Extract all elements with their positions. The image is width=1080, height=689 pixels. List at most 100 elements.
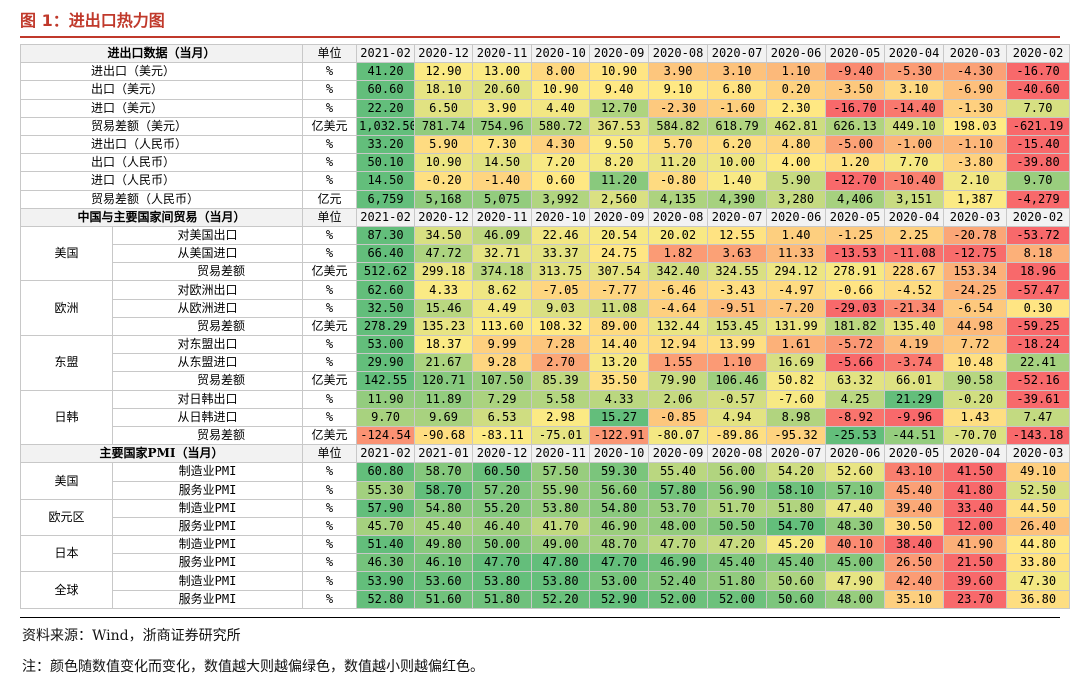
value-cell: 10.00 bbox=[707, 153, 768, 173]
row-label: 服务业PMI bbox=[111, 480, 304, 500]
value-cell: 52.50 bbox=[1006, 480, 1071, 500]
date-header: 2020-02 bbox=[1006, 207, 1071, 227]
value-cell: 7.30 bbox=[472, 134, 533, 155]
table-row: 欧元区 制造业PMI% 57.90 54.80 55.20 53.80 54.80 53.70… bbox=[20, 498, 1071, 537]
value-cell: 47.20 bbox=[707, 535, 768, 555]
value-cell: 132.44 bbox=[648, 316, 709, 337]
value-cell: 5.70 bbox=[648, 134, 709, 155]
value-cell: -1.25 bbox=[825, 225, 886, 246]
value-cell: 60.80 bbox=[356, 462, 416, 482]
value-cell: 1,032.50 bbox=[356, 116, 416, 136]
value-cell: 45.20 bbox=[766, 535, 827, 555]
value-cell: 135.40 bbox=[884, 316, 945, 337]
date-header: 2020-03 bbox=[1006, 444, 1071, 464]
value-cell: 7.29 bbox=[472, 389, 533, 409]
row-unit: % bbox=[302, 171, 358, 191]
value-cell: -11.08 bbox=[884, 244, 945, 264]
value-cell: 5.90 bbox=[766, 171, 827, 191]
value-cell: 60.60 bbox=[356, 80, 416, 100]
value-cell: 10.90 bbox=[589, 62, 650, 82]
date-header: 2020-04 bbox=[943, 444, 1008, 464]
value-cell: 7.70 bbox=[884, 153, 945, 173]
date-header: 2020-09 bbox=[589, 43, 650, 64]
value-cell: -24.25 bbox=[943, 280, 1008, 300]
value-cell: 56.00 bbox=[707, 462, 768, 482]
table-row: 服务业PMI% 52.80 51.60 51.80 52.20 52.90 52.00 52.… bbox=[21, 589, 1071, 609]
section-header-row: 主要国家PMI（当月） 单位 2021-02 2021-01 2020-12 2020-1… bbox=[19, 444, 1071, 464]
value-cell: 66.40 bbox=[356, 244, 416, 264]
value-cell: 48.30 bbox=[825, 516, 886, 537]
value-cell: 113.60 bbox=[472, 316, 533, 337]
value-cell: 33.20 bbox=[356, 134, 416, 155]
value-cell: 2,560 bbox=[589, 189, 650, 209]
value-cell: -0.57 bbox=[707, 389, 768, 409]
table-row: 日韩 对日韩出口% 11.90 11.89 7.29 5.58 4.33 2.06 -0.57-… bbox=[20, 389, 1071, 446]
value-cell: 2.10 bbox=[943, 171, 1008, 191]
value-cell: 55.90 bbox=[531, 480, 591, 500]
value-cell: 11.20 bbox=[648, 153, 709, 173]
date-header: 2020-04 bbox=[884, 43, 945, 64]
row-label: 服务业PMI bbox=[111, 516, 304, 537]
value-cell: -83.11 bbox=[472, 425, 533, 446]
value-cell: 9.28 bbox=[472, 353, 533, 373]
date-header: 2020-05 bbox=[884, 444, 945, 464]
value-cell: 3,992 bbox=[531, 189, 591, 209]
value-cell: 90.58 bbox=[943, 371, 1008, 391]
value-cell: -59.25 bbox=[1006, 316, 1071, 337]
value-cell: 44.80 bbox=[1006, 535, 1071, 555]
value-cell: 8.20 bbox=[589, 153, 650, 173]
value-cell: 0.30 bbox=[1006, 298, 1071, 318]
value-cell: 55.20 bbox=[472, 498, 533, 518]
value-cell: 1.40 bbox=[707, 171, 768, 191]
value-cell: -39.80 bbox=[1006, 153, 1071, 173]
value-cell: 39.40 bbox=[884, 498, 945, 518]
row-unit: % bbox=[302, 407, 358, 427]
row-unit: % bbox=[302, 280, 358, 300]
group-label: 日韩 bbox=[20, 389, 113, 446]
value-cell: 30.50 bbox=[884, 516, 945, 537]
value-cell: 198.03 bbox=[943, 116, 1008, 136]
row-label: 贸易差额（美元） bbox=[19, 116, 304, 136]
value-cell: 32.71 bbox=[472, 244, 533, 264]
value-cell: 10.90 bbox=[531, 80, 591, 100]
table-row: 出口（美元）% 60.60 18.10 20.60 10.90 9.40 9.10 6.80 0… bbox=[19, 80, 1071, 100]
row-label: 对日韩出口 bbox=[111, 389, 304, 409]
value-cell: 4.33 bbox=[589, 389, 650, 409]
date-header: 2020-05 bbox=[825, 207, 886, 227]
value-cell: 50.82 bbox=[766, 371, 827, 391]
value-cell: -4,279 bbox=[1006, 189, 1071, 209]
value-cell: 47.72 bbox=[414, 244, 474, 264]
row-unit: % bbox=[302, 225, 358, 246]
value-cell: 6.80 bbox=[707, 80, 768, 100]
value-cell: 12.70 bbox=[589, 98, 650, 118]
row-label: 制造业PMI bbox=[111, 571, 304, 591]
value-cell: 3.10 bbox=[884, 80, 945, 100]
value-cell: -0.85 bbox=[648, 407, 709, 427]
table-row: 进出口（人民币）% 33.20 5.90 7.30 4.30 9.50 5.70 6.20 4.… bbox=[19, 134, 1071, 155]
value-cell: 2.25 bbox=[884, 225, 945, 246]
date-header: 2020-11 bbox=[472, 43, 533, 64]
value-cell: -95.32 bbox=[766, 425, 827, 446]
table-row: 日本 制造业PMI% 51.40 49.80 50.00 49.00 48.70 47.70 4… bbox=[20, 535, 1071, 573]
row-label: 制造业PMI bbox=[111, 462, 304, 482]
section-header-row: 进出口数据（当月） 单位 2021-02 2020-12 2020-11 2020-10 2… bbox=[19, 43, 1071, 64]
value-cell: 58.70 bbox=[414, 462, 474, 482]
figure-title: 图 1：进出口热力图 bbox=[20, 11, 165, 30]
value-cell: 7.70 bbox=[1006, 98, 1071, 118]
value-cell: 62.60 bbox=[356, 280, 416, 300]
row-unit: % bbox=[302, 134, 358, 155]
value-cell: 9.40 bbox=[589, 80, 650, 100]
value-cell: -0.20 bbox=[943, 389, 1008, 409]
value-cell: 47.80 bbox=[531, 553, 591, 573]
value-cell: 56.90 bbox=[707, 480, 768, 500]
value-cell: -14.40 bbox=[884, 98, 945, 118]
row-label: 从东盟进口 bbox=[111, 353, 304, 373]
date-header: 2020-07 bbox=[766, 444, 827, 464]
value-cell: 12.94 bbox=[648, 334, 709, 355]
value-cell: 51.60 bbox=[414, 589, 474, 609]
value-cell: -4.52 bbox=[884, 280, 945, 300]
value-cell: 57.90 bbox=[356, 498, 416, 518]
value-cell: 14.40 bbox=[589, 334, 650, 355]
date-header: 2020-03 bbox=[943, 43, 1008, 64]
value-cell: 4.94 bbox=[707, 407, 768, 427]
